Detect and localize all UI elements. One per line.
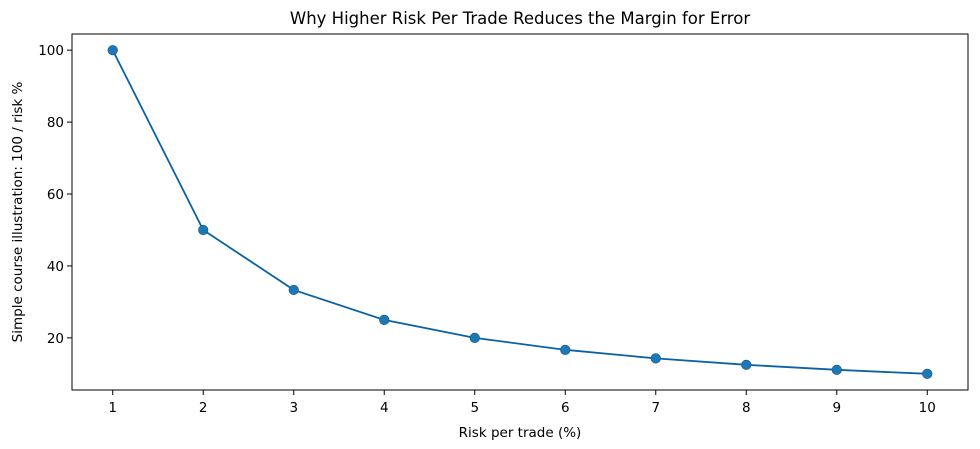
data-point	[741, 359, 752, 370]
plot-area-frame	[71, 33, 969, 391]
data-point	[107, 45, 118, 56]
y-axis: 20 40 60 80 100	[38, 43, 72, 347]
data-point	[379, 314, 390, 325]
y-tick-label: 60	[47, 187, 64, 203]
x-tick-label: 10	[919, 400, 936, 416]
data-point	[198, 224, 209, 236]
data-point	[922, 368, 933, 379]
x-tick-label: 4	[380, 400, 389, 416]
x-axis: 1 2 3 4 5 6 7 8 9 10	[108, 390, 936, 416]
data-point	[469, 332, 480, 343]
y-axis-label: Simple course illustration: 100 / risk %	[10, 82, 26, 343]
series-group	[107, 45, 933, 379]
y-tick-label: 100	[38, 43, 64, 59]
chart-title: Why Higher Risk Per Trade Reduces the Ma…	[290, 9, 750, 28]
y-tick-label: 80	[47, 115, 64, 131]
data-point	[288, 284, 299, 296]
x-tick-label: 1	[108, 400, 117, 416]
data-point	[560, 344, 571, 355]
x-tick-label: 8	[742, 400, 751, 416]
x-tick-label: 3	[289, 400, 298, 416]
data-point	[831, 364, 842, 375]
data-point	[650, 353, 661, 364]
x-axis-label: Risk per trade (%)	[459, 425, 582, 441]
x-tick-label: 2	[199, 400, 208, 416]
x-tick-label: 9	[832, 400, 841, 416]
y-tick-label: 40	[47, 259, 64, 275]
x-tick-label: 6	[561, 400, 570, 416]
series-line	[111, 49, 928, 375]
x-tick-label: 7	[651, 400, 660, 416]
x-tick-label: 5	[470, 400, 479, 416]
y-tick-label: 20	[47, 331, 64, 347]
